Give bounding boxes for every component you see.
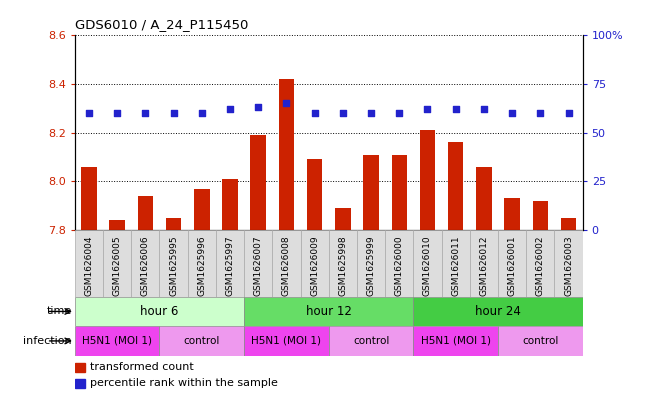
Text: hour 6: hour 6	[141, 305, 178, 318]
Text: GSM1625997: GSM1625997	[225, 235, 234, 296]
Point	[478, 106, 489, 112]
Bar	[166, 218, 182, 230]
Text: GSM1626012: GSM1626012	[479, 235, 488, 296]
Bar	[159, 230, 187, 297]
Bar	[301, 230, 329, 297]
Bar	[159, 326, 244, 356]
Text: GSM1626007: GSM1626007	[254, 235, 263, 296]
Point	[366, 110, 376, 116]
Text: transformed count: transformed count	[90, 362, 194, 372]
Bar	[279, 79, 294, 230]
Bar	[81, 167, 97, 230]
Point	[112, 110, 122, 116]
Text: H5N1 (MOI 1): H5N1 (MOI 1)	[421, 336, 491, 346]
Text: GSM1625996: GSM1625996	[197, 235, 206, 296]
Bar	[470, 230, 498, 297]
Point	[84, 110, 94, 116]
Bar	[413, 230, 441, 297]
Bar	[391, 154, 407, 230]
Text: GSM1626002: GSM1626002	[536, 235, 545, 296]
Point	[535, 110, 546, 116]
Text: GSM1626010: GSM1626010	[423, 235, 432, 296]
Text: GDS6010 / A_24_P115450: GDS6010 / A_24_P115450	[75, 18, 248, 31]
Bar	[476, 167, 492, 230]
Point	[394, 110, 404, 116]
Bar	[329, 326, 413, 356]
Bar	[561, 218, 576, 230]
Text: control: control	[522, 336, 559, 346]
Bar	[194, 189, 210, 230]
Bar	[498, 230, 526, 297]
Bar	[244, 297, 413, 326]
Text: GSM1626000: GSM1626000	[395, 235, 404, 296]
Point	[507, 110, 518, 116]
Text: infection: infection	[23, 336, 72, 346]
Text: hour 24: hour 24	[475, 305, 521, 318]
Point	[140, 110, 150, 116]
Bar	[75, 326, 159, 356]
Text: GSM1625995: GSM1625995	[169, 235, 178, 296]
Point	[563, 110, 574, 116]
Point	[197, 110, 207, 116]
Text: time: time	[46, 307, 72, 316]
Bar	[244, 230, 272, 297]
Text: control: control	[184, 336, 220, 346]
Bar	[533, 201, 548, 230]
Bar	[216, 230, 244, 297]
Bar	[357, 230, 385, 297]
Point	[338, 110, 348, 116]
Point	[450, 106, 461, 112]
Point	[422, 106, 433, 112]
Bar	[109, 220, 125, 230]
Text: GSM1625999: GSM1625999	[367, 235, 376, 296]
Text: GSM1625998: GSM1625998	[339, 235, 348, 296]
Text: GSM1626003: GSM1626003	[564, 235, 573, 296]
Point	[281, 100, 292, 107]
Text: H5N1 (MOI 1): H5N1 (MOI 1)	[251, 336, 322, 346]
Bar	[441, 230, 470, 297]
Text: GSM1626011: GSM1626011	[451, 235, 460, 296]
Text: GSM1626005: GSM1626005	[113, 235, 122, 296]
Bar	[272, 230, 301, 297]
Point	[253, 104, 264, 110]
Bar	[329, 230, 357, 297]
Bar	[75, 297, 244, 326]
Bar	[132, 230, 159, 297]
Text: GSM1626004: GSM1626004	[85, 235, 94, 296]
Point	[309, 110, 320, 116]
Bar	[526, 230, 555, 297]
Bar	[448, 142, 464, 230]
Text: GSM1626006: GSM1626006	[141, 235, 150, 296]
Point	[169, 110, 179, 116]
Text: control: control	[353, 336, 389, 346]
Text: hour 12: hour 12	[306, 305, 352, 318]
Point	[225, 106, 235, 112]
Bar	[187, 230, 216, 297]
Bar	[555, 230, 583, 297]
Bar	[505, 198, 520, 230]
Bar	[420, 130, 436, 230]
Text: GSM1626008: GSM1626008	[282, 235, 291, 296]
Bar	[307, 160, 322, 230]
Text: GSM1626009: GSM1626009	[310, 235, 319, 296]
Bar	[363, 154, 379, 230]
Bar	[251, 135, 266, 230]
Text: percentile rank within the sample: percentile rank within the sample	[90, 378, 278, 388]
Text: H5N1 (MOI 1): H5N1 (MOI 1)	[82, 336, 152, 346]
Bar	[413, 326, 498, 356]
Bar	[413, 297, 583, 326]
Bar	[137, 196, 153, 230]
Bar	[222, 179, 238, 230]
Bar	[103, 230, 132, 297]
Bar	[498, 326, 583, 356]
Bar	[335, 208, 351, 230]
Text: GSM1626001: GSM1626001	[508, 235, 517, 296]
Bar	[75, 379, 85, 387]
Bar	[75, 230, 103, 297]
Bar	[75, 363, 85, 372]
Bar	[244, 326, 329, 356]
Bar	[385, 230, 413, 297]
